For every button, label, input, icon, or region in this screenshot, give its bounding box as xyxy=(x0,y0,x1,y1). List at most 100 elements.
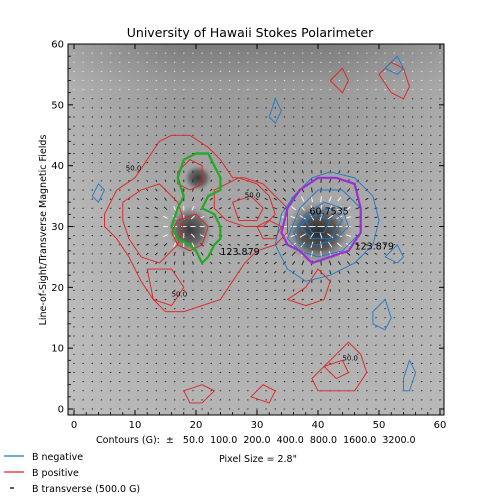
field-vector xyxy=(192,61,194,63)
field-vector xyxy=(311,187,313,193)
field-vector xyxy=(393,390,396,392)
field-vector xyxy=(155,289,158,292)
field-vector xyxy=(329,61,332,63)
field-vector xyxy=(402,353,405,355)
field-vector xyxy=(273,252,278,256)
field-vector xyxy=(393,271,396,273)
field-vector xyxy=(146,317,149,319)
field-vector xyxy=(336,242,342,247)
field-vector xyxy=(255,207,259,210)
field-vector xyxy=(100,207,103,209)
field-vector xyxy=(199,234,205,238)
field-vector xyxy=(228,243,231,246)
field-vector xyxy=(145,207,149,210)
field-vector xyxy=(430,317,432,319)
field-vector xyxy=(274,270,277,274)
field-vector xyxy=(384,353,386,355)
field-contours xyxy=(91,55,417,404)
field-vector xyxy=(420,317,423,319)
field-vector xyxy=(210,61,213,63)
field-vector xyxy=(338,61,341,63)
field-vector xyxy=(402,244,405,246)
field-vector xyxy=(228,353,231,355)
field-vector xyxy=(127,207,131,210)
field-vector xyxy=(265,317,268,319)
field-vector xyxy=(292,289,295,292)
field-vector xyxy=(329,134,332,136)
field-vector xyxy=(256,317,258,319)
field-vector xyxy=(301,196,305,202)
field-vector xyxy=(247,390,249,392)
field-vector xyxy=(365,353,368,355)
contour-positive xyxy=(177,159,203,191)
field-vector xyxy=(274,152,277,155)
field-vector xyxy=(137,353,139,355)
field-vector xyxy=(420,171,423,173)
field-vector xyxy=(337,196,342,202)
field-vector xyxy=(356,270,359,274)
field-vector xyxy=(283,179,286,183)
field-vector xyxy=(155,353,158,355)
field-vector xyxy=(301,390,304,392)
field-vector xyxy=(82,98,84,100)
y-tick-label: 40 xyxy=(51,161,64,172)
field-vector xyxy=(228,207,231,210)
x-tick-label: 60 xyxy=(434,420,447,431)
field-vector xyxy=(228,261,231,265)
field-vector xyxy=(164,161,167,164)
y-axis-label: Line-of-Sight/Transverse Magnetic Fields xyxy=(38,135,49,326)
field-vector xyxy=(201,390,203,392)
field-vector xyxy=(228,271,231,273)
field-vector xyxy=(100,280,103,282)
field-vector xyxy=(292,143,295,146)
x-tick-label: 20 xyxy=(190,420,203,431)
field-vector xyxy=(127,271,130,273)
field-vector xyxy=(365,298,368,301)
field-vector xyxy=(393,207,396,209)
field-vector xyxy=(146,98,149,100)
field-vector xyxy=(146,390,149,392)
field-vector xyxy=(375,98,377,100)
legend-label: B transverse (500.0 G) xyxy=(32,484,140,495)
field-vector xyxy=(439,98,441,100)
field-vector xyxy=(384,317,386,319)
field-vector xyxy=(228,180,231,182)
field-vector xyxy=(118,61,121,63)
field-vector xyxy=(118,134,121,136)
field-vector xyxy=(136,234,140,237)
field-vector xyxy=(173,261,176,265)
field-vector xyxy=(154,234,159,237)
field-vector xyxy=(182,98,185,100)
field-vector xyxy=(118,207,121,209)
field-vector xyxy=(292,353,295,355)
field-vector xyxy=(345,234,352,237)
field-vector xyxy=(237,61,240,63)
field-vector xyxy=(201,289,204,292)
field-vector xyxy=(310,250,313,257)
field-vector xyxy=(402,271,405,273)
field-vector xyxy=(283,289,286,292)
field-vector xyxy=(228,198,231,201)
field-vector xyxy=(411,244,414,246)
field-vector xyxy=(100,98,103,100)
field-vector xyxy=(265,307,268,310)
field-vector xyxy=(274,170,277,173)
field-vector xyxy=(155,161,158,164)
field-vector xyxy=(109,244,112,246)
field-vector xyxy=(402,180,405,182)
field-vector xyxy=(402,171,405,173)
field-vector xyxy=(346,188,351,192)
field-vector xyxy=(420,390,423,392)
field-vector xyxy=(347,134,350,136)
field-vector xyxy=(118,317,121,319)
contour-negative xyxy=(384,55,404,75)
field-vector xyxy=(192,270,194,274)
field-vector xyxy=(145,216,149,219)
field-vector xyxy=(356,298,359,301)
field-vector xyxy=(247,61,249,63)
field-vector xyxy=(311,390,313,392)
field-vector xyxy=(255,271,259,273)
field-vector xyxy=(338,279,341,283)
field-vector xyxy=(283,98,286,100)
field-vector xyxy=(329,98,332,100)
